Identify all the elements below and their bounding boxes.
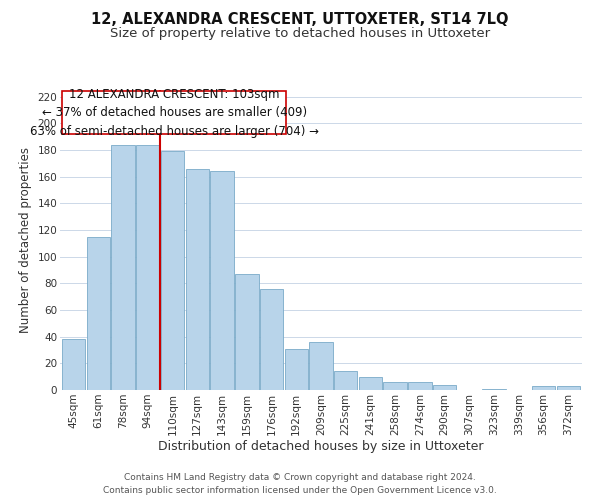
FancyBboxPatch shape [62, 92, 286, 134]
Bar [112, 144, 135, 390]
Bar [408, 382, 432, 390]
Y-axis label: Number of detached properties: Number of detached properties [19, 147, 32, 333]
Bar [334, 372, 358, 390]
Text: 12, ALEXANDRA CRESCENT, UTTOXETER, ST14 7LQ: 12, ALEXANDRA CRESCENT, UTTOXETER, ST14 … [91, 12, 509, 28]
Bar [136, 144, 160, 390]
Bar [185, 168, 209, 390]
Bar [210, 172, 234, 390]
Bar [86, 236, 110, 390]
Bar [482, 388, 506, 390]
X-axis label: Distribution of detached houses by size in Uttoxeter: Distribution of detached houses by size … [158, 440, 484, 454]
Bar [433, 384, 457, 390]
Bar [383, 382, 407, 390]
Bar [260, 288, 283, 390]
Text: Contains HM Land Registry data © Crown copyright and database right 2024.
Contai: Contains HM Land Registry data © Crown c… [103, 474, 497, 495]
Bar [309, 342, 333, 390]
Bar [235, 274, 259, 390]
Bar [557, 386, 580, 390]
Bar [284, 348, 308, 390]
Bar [359, 376, 382, 390]
Text: Size of property relative to detached houses in Uttoxeter: Size of property relative to detached ho… [110, 28, 490, 40]
Bar [532, 386, 556, 390]
Bar [161, 152, 184, 390]
Text: 12 ALEXANDRA CRESCENT: 103sqm
← 37% of detached houses are smaller (409)
63% of : 12 ALEXANDRA CRESCENT: 103sqm ← 37% of d… [30, 88, 319, 138]
Bar [62, 340, 85, 390]
